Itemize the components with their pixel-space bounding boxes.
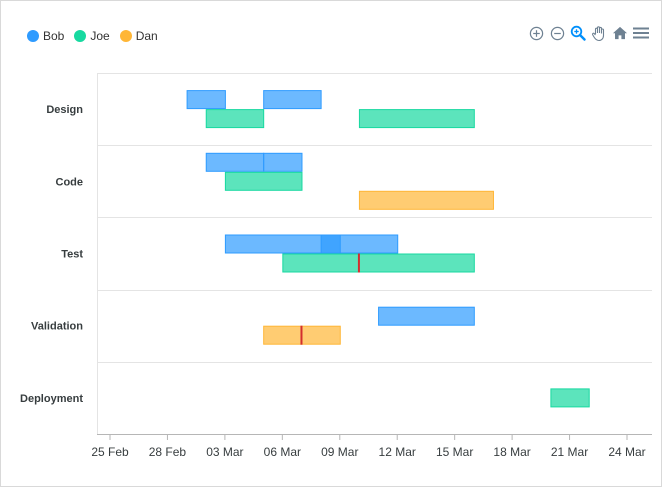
x-axis-tick-label: 24 Mar <box>608 445 645 459</box>
x-axis-tick-label: 28 Feb <box>149 445 187 459</box>
y-axis-label: Design <box>46 104 83 116</box>
x-axis-tick-label: 15 Mar <box>436 445 473 459</box>
selection-zoom-icon[interactable] <box>570 24 586 42</box>
legend-item-dan[interactable]: Dan <box>119 29 158 43</box>
range-bar-bob[interactable] <box>205 152 265 172</box>
pan-hand-icon[interactable] <box>591 24 607 42</box>
y-axis-labels: Design Code Test Validation Deployment <box>20 104 83 405</box>
range-bar-bob[interactable] <box>263 90 322 110</box>
x-axis-tick-label: 12 Mar <box>379 445 416 459</box>
legend-marker <box>119 30 132 42</box>
x-axis-tick-label: 25 Feb <box>91 445 129 459</box>
range-bar-dan[interactable] <box>358 190 494 210</box>
legend-label: Bob <box>43 29 65 43</box>
x-axis-tick-label: 09 Mar <box>321 445 358 459</box>
range-bar-bob[interactable] <box>263 152 303 172</box>
x-axis-tick-label: 18 Mar <box>493 445 530 459</box>
y-axis-label: Code <box>56 176 84 188</box>
legend-marker <box>27 30 39 42</box>
x-axis-tick-label: 03 Mar <box>206 445 243 459</box>
markers <box>300 253 360 345</box>
range-bar-bob[interactable] <box>320 234 399 254</box>
chart-legend: Bob Joe Dan <box>27 29 158 43</box>
legend-label: Dan <box>135 29 158 43</box>
range-bar-joe[interactable] <box>550 388 590 408</box>
range-bar-joe[interactable] <box>205 109 265 129</box>
reset-home-icon[interactable] <box>612 24 628 42</box>
x-axis-tick-label: 21 Mar <box>551 445 588 459</box>
zoom-in-icon[interactable] <box>528 24 544 42</box>
x-axis: 25 Feb 28 Feb 03 Mar 06 Mar 09 Mar 12 Mar 15 M… <box>91 434 652 459</box>
range-bar-joe[interactable] <box>282 253 475 273</box>
range-bars <box>186 90 590 408</box>
range-bar-joe[interactable] <box>358 109 475 129</box>
legend-marker <box>74 30 87 42</box>
range-bar-bob[interactable] <box>186 90 226 110</box>
range-bar-bob[interactable] <box>378 306 475 326</box>
zoom-out-icon[interactable] <box>549 24 565 42</box>
x-axis-tick-label: 06 Mar <box>264 445 301 459</box>
y-axis-label: Deployment <box>20 393 83 405</box>
legend-item-bob[interactable]: Bob <box>27 29 64 43</box>
legend-item-joe[interactable]: Joe <box>74 29 110 43</box>
legend-label: Joe <box>90 29 110 43</box>
y-axis-label: Test <box>61 249 83 261</box>
chart-toolbar <box>528 24 649 42</box>
range-bar-joe[interactable] <box>224 171 303 191</box>
menu-icon[interactable] <box>633 24 649 42</box>
y-axis-label: Validation <box>31 321 83 333</box>
